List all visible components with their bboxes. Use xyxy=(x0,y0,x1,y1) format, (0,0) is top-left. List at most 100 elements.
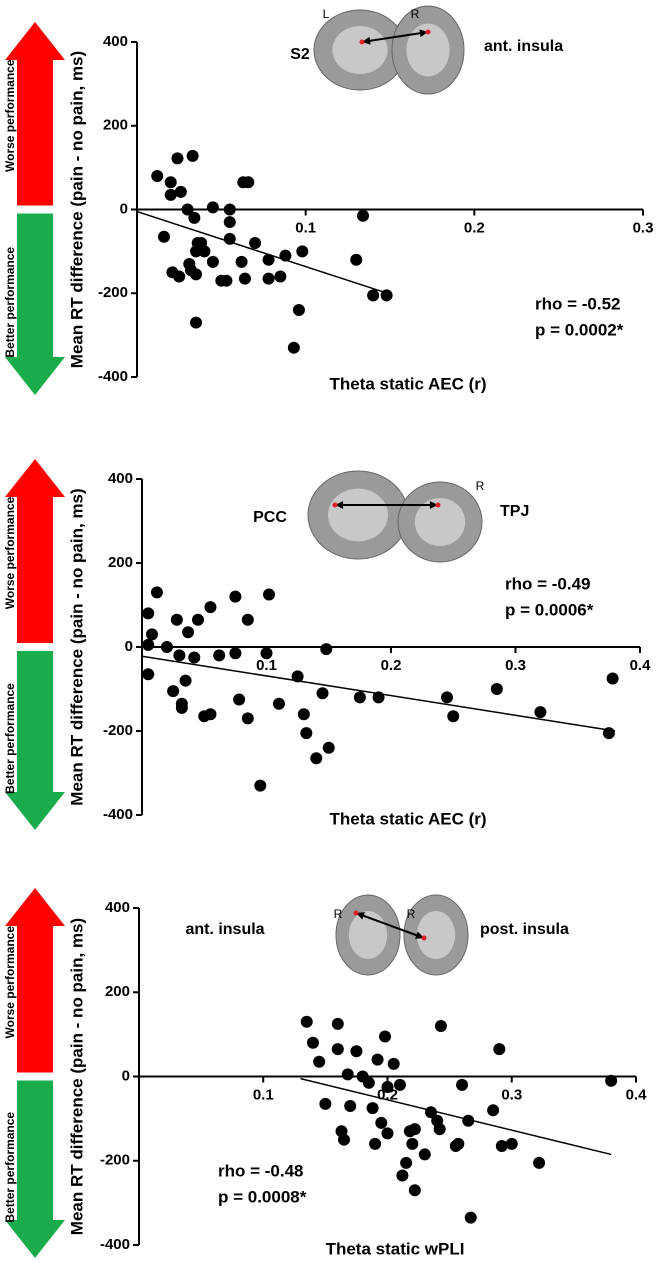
data-point xyxy=(338,1133,351,1146)
data-point xyxy=(260,647,273,660)
data-point xyxy=(408,1123,421,1136)
x-tick-label: 0.1 xyxy=(295,219,316,236)
y-tick-label: -400 xyxy=(98,368,128,385)
data-point xyxy=(262,588,275,601)
x-axis-label: Theta static AEC (r) xyxy=(329,374,486,393)
data-point xyxy=(493,1043,506,1056)
data-point xyxy=(319,1097,332,1110)
data-point xyxy=(157,230,170,243)
data-point xyxy=(306,1036,319,1049)
brain-label: R xyxy=(334,907,343,921)
data-point xyxy=(441,691,454,704)
better-arrow xyxy=(17,1080,53,1222)
x-tick-label: 0.3 xyxy=(633,219,654,236)
x-tick-label: 0.2 xyxy=(381,657,402,674)
x-axis-label: Theta static AEC (r) xyxy=(329,809,486,828)
data-point xyxy=(182,626,195,639)
data-point xyxy=(375,1116,388,1129)
brain-label: L xyxy=(323,7,330,21)
data-point xyxy=(164,188,177,201)
data-point xyxy=(464,1211,477,1224)
brain-label: PCC xyxy=(253,509,287,526)
brain-label: R xyxy=(407,907,416,921)
data-point xyxy=(170,613,183,626)
brain-label: ant. insula xyxy=(484,38,563,55)
data-point xyxy=(490,683,503,695)
worse-arrow xyxy=(17,58,53,206)
better-arrow-head xyxy=(5,1220,65,1258)
data-point xyxy=(424,1106,437,1119)
data-point xyxy=(322,741,335,754)
data-point xyxy=(223,232,236,245)
brain-label: TPJ xyxy=(500,503,529,520)
data-point xyxy=(418,1148,431,1161)
data-point xyxy=(505,1137,518,1150)
data-point xyxy=(320,643,333,656)
data-point xyxy=(204,601,217,614)
x-tick-label: 0.3 xyxy=(505,657,526,674)
y-tick-label: 0 xyxy=(125,638,133,655)
data-point xyxy=(272,697,285,710)
data-point xyxy=(369,1137,382,1150)
data-point xyxy=(238,272,251,285)
data-point xyxy=(279,249,292,262)
data-point xyxy=(350,253,363,266)
data-point xyxy=(393,1078,406,1091)
y-tick-label: 200 xyxy=(105,983,130,1000)
data-point xyxy=(186,149,199,162)
x-tick-label: 0.4 xyxy=(630,657,652,674)
data-point xyxy=(198,245,211,258)
data-point xyxy=(433,1123,446,1136)
data-point xyxy=(331,1043,344,1056)
data-point xyxy=(456,1078,469,1091)
data-point xyxy=(242,176,255,189)
y-axis-label: Mean RT difference (pain - no pain, ms) xyxy=(67,51,86,368)
data-point xyxy=(229,647,242,660)
data-point xyxy=(344,1099,357,1112)
data-point xyxy=(223,203,236,216)
arrow-head xyxy=(419,29,428,38)
y-axis-label: Mean RT difference (pain - no pain, ms) xyxy=(67,488,86,805)
data-point xyxy=(447,710,460,723)
data-point xyxy=(179,674,192,687)
data-point xyxy=(181,203,194,216)
data-point xyxy=(173,649,186,662)
brain-label: post. insula xyxy=(480,921,569,938)
data-point xyxy=(262,253,275,266)
region-dot xyxy=(425,29,431,35)
x-tick-label: 0.1 xyxy=(253,1086,274,1103)
data-point xyxy=(229,590,242,603)
stat-annotation: p = 0.0006* xyxy=(505,600,594,619)
data-point xyxy=(602,727,615,740)
data-point xyxy=(190,268,203,281)
brain-label: S2 xyxy=(290,46,310,63)
data-point xyxy=(188,651,201,664)
data-point xyxy=(310,752,323,765)
x-tick-label: 0.4 xyxy=(626,1086,648,1103)
data-point xyxy=(164,176,177,189)
data-point xyxy=(220,274,233,287)
worse-label: Worse performance xyxy=(3,496,17,609)
brain-label: R xyxy=(476,479,485,493)
y-tick-label: -200 xyxy=(98,284,128,301)
data-point xyxy=(495,1140,508,1153)
data-point xyxy=(151,170,164,182)
data-point xyxy=(206,255,219,268)
worse-label: Worse performance xyxy=(3,926,17,1039)
brain-detail xyxy=(416,911,456,959)
y-tick-label: -400 xyxy=(103,806,133,823)
brain-detail xyxy=(328,488,388,542)
y-tick-label: -400 xyxy=(100,1236,130,1253)
x-tick-label: 0.1 xyxy=(256,657,277,674)
fit-line xyxy=(136,210,391,295)
data-point xyxy=(487,1104,500,1117)
data-point xyxy=(381,1127,394,1140)
data-point xyxy=(372,691,385,704)
data-point xyxy=(262,272,275,285)
data-point xyxy=(606,672,619,685)
brain-detail xyxy=(348,911,388,959)
region-dot xyxy=(332,502,338,508)
data-point xyxy=(353,691,366,704)
worse-arrow-head xyxy=(5,888,65,926)
data-point xyxy=(142,607,155,620)
